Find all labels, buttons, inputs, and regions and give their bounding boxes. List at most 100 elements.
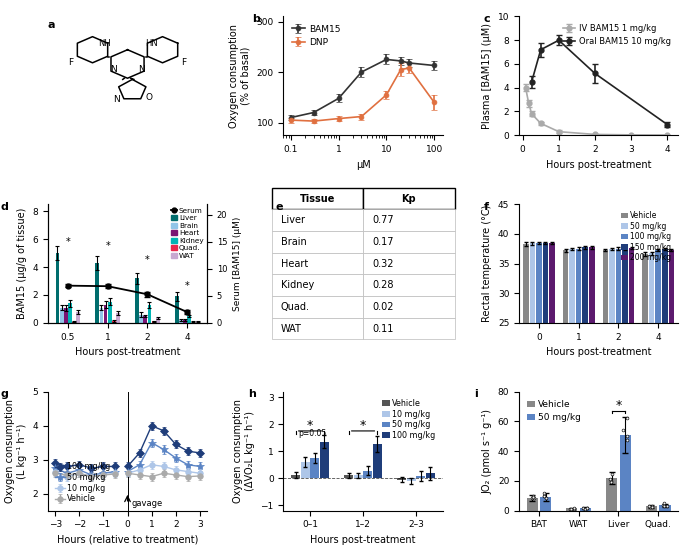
Text: N: N	[138, 65, 145, 75]
Point	[645, 502, 656, 511]
Text: g: g	[0, 389, 8, 400]
Text: c: c	[484, 14, 490, 24]
Bar	[64, 308, 68, 323]
Bar	[646, 506, 657, 511]
Point	[529, 494, 540, 503]
Y-axis label: Oxygen consumption
(% of basal): Oxygen consumption (% of basal)	[229, 24, 251, 128]
Bar	[95, 263, 99, 323]
Text: *: *	[185, 282, 190, 292]
Y-axis label: BAM15 (μg/g of tissue): BAM15 (μg/g of tissue)	[17, 208, 27, 319]
Text: NH: NH	[98, 38, 111, 48]
Bar	[353, 475, 363, 478]
Bar	[540, 497, 551, 511]
Point	[658, 499, 669, 508]
Text: N: N	[110, 65, 116, 75]
Bar	[603, 250, 608, 472]
Bar	[629, 248, 634, 472]
Bar	[662, 249, 668, 472]
Legend: Vehicle, 10 mg/kg, 50 mg/kg, 100 mg/kg: Vehicle, 10 mg/kg, 50 mg/kg, 100 mg/kg	[379, 396, 438, 443]
Bar	[139, 315, 143, 323]
Text: a: a	[48, 20, 55, 30]
Text: O: O	[145, 93, 153, 102]
Bar	[108, 302, 112, 323]
Point	[604, 474, 615, 483]
Text: d: d	[0, 202, 8, 212]
Bar	[606, 478, 617, 511]
Point	[646, 501, 657, 510]
Point	[606, 478, 616, 486]
Point	[538, 492, 549, 501]
Bar	[188, 316, 191, 323]
Legend: Serum, Liver, Brain, Heart, Kidney, Quad., WAT: Serum, Liver, Brain, Heart, Kidney, Quad…	[171, 208, 203, 259]
Bar	[76, 312, 80, 323]
Bar	[527, 498, 538, 511]
Bar	[72, 322, 76, 323]
Point	[538, 491, 549, 500]
Text: *: *	[360, 419, 366, 432]
Bar	[669, 250, 674, 472]
Text: HN: HN	[145, 38, 158, 48]
Bar	[147, 305, 151, 323]
Bar	[523, 244, 529, 472]
Point	[527, 492, 538, 501]
Bar	[112, 321, 116, 323]
Point	[618, 426, 629, 435]
Text: *: *	[105, 241, 110, 251]
Point	[582, 504, 593, 513]
Bar	[291, 475, 300, 478]
Bar	[320, 442, 329, 478]
Bar	[549, 243, 555, 472]
Bar	[656, 250, 661, 472]
Bar	[589, 248, 595, 472]
Bar	[184, 320, 187, 323]
Bar	[536, 243, 542, 472]
Text: p=0.05: p=0.05	[299, 429, 327, 438]
Text: *: *	[307, 419, 313, 432]
Bar	[99, 307, 103, 323]
Bar	[68, 304, 72, 323]
Bar	[616, 249, 621, 472]
Bar	[569, 249, 575, 472]
X-axis label: Hours post-treatment: Hours post-treatment	[75, 347, 180, 357]
Bar	[649, 254, 654, 472]
Bar	[156, 318, 160, 323]
Bar	[660, 506, 671, 511]
Y-axis label: Rectal temperature (°C): Rectal temperature (°C)	[482, 205, 493, 322]
Point	[658, 501, 669, 510]
Legend: BAM15, DNP: BAM15, DNP	[288, 21, 344, 51]
Bar	[60, 307, 64, 323]
Bar	[543, 243, 548, 472]
Point	[580, 504, 590, 513]
Point	[621, 413, 632, 422]
Bar	[622, 249, 628, 472]
Bar	[55, 253, 60, 323]
Legend: 100 mg/kg, 50 mg/kg, 10 mg/kg, Vehicle: 100 mg/kg, 50 mg/kg, 10 mg/kg, Vehicle	[52, 460, 114, 507]
Bar	[192, 322, 195, 323]
Bar	[566, 508, 577, 511]
Point	[565, 505, 576, 513]
Text: b: b	[251, 14, 260, 24]
Bar	[310, 458, 319, 478]
Point	[539, 489, 550, 498]
Point	[526, 494, 537, 503]
X-axis label: Hours post-treatment: Hours post-treatment	[546, 347, 651, 357]
Text: *: *	[66, 237, 71, 247]
Point	[577, 503, 588, 512]
Y-axis label: Serum [BAM15] (μM): Serum [BAM15] (μM)	[233, 216, 242, 311]
Bar	[345, 475, 353, 478]
Bar	[620, 435, 631, 511]
Y-axis label: Oxygen consumption
(ΔVO₂L kg⁻¹ h⁻¹): Oxygen consumption (ΔVO₂L kg⁻¹ h⁻¹)	[234, 399, 255, 503]
Point	[644, 502, 655, 511]
Text: gavage: gavage	[131, 498, 162, 508]
Bar	[196, 321, 199, 323]
X-axis label: Hours (relative to treatment): Hours (relative to treatment)	[57, 535, 198, 545]
Text: F: F	[68, 58, 73, 68]
Point	[607, 469, 618, 478]
Point	[647, 502, 658, 511]
Text: h: h	[249, 389, 256, 400]
X-axis label: Hours post-treatment: Hours post-treatment	[546, 160, 651, 170]
Point	[606, 476, 617, 485]
X-axis label: μM: μM	[356, 160, 371, 170]
Bar	[426, 473, 435, 478]
Bar	[116, 313, 120, 323]
